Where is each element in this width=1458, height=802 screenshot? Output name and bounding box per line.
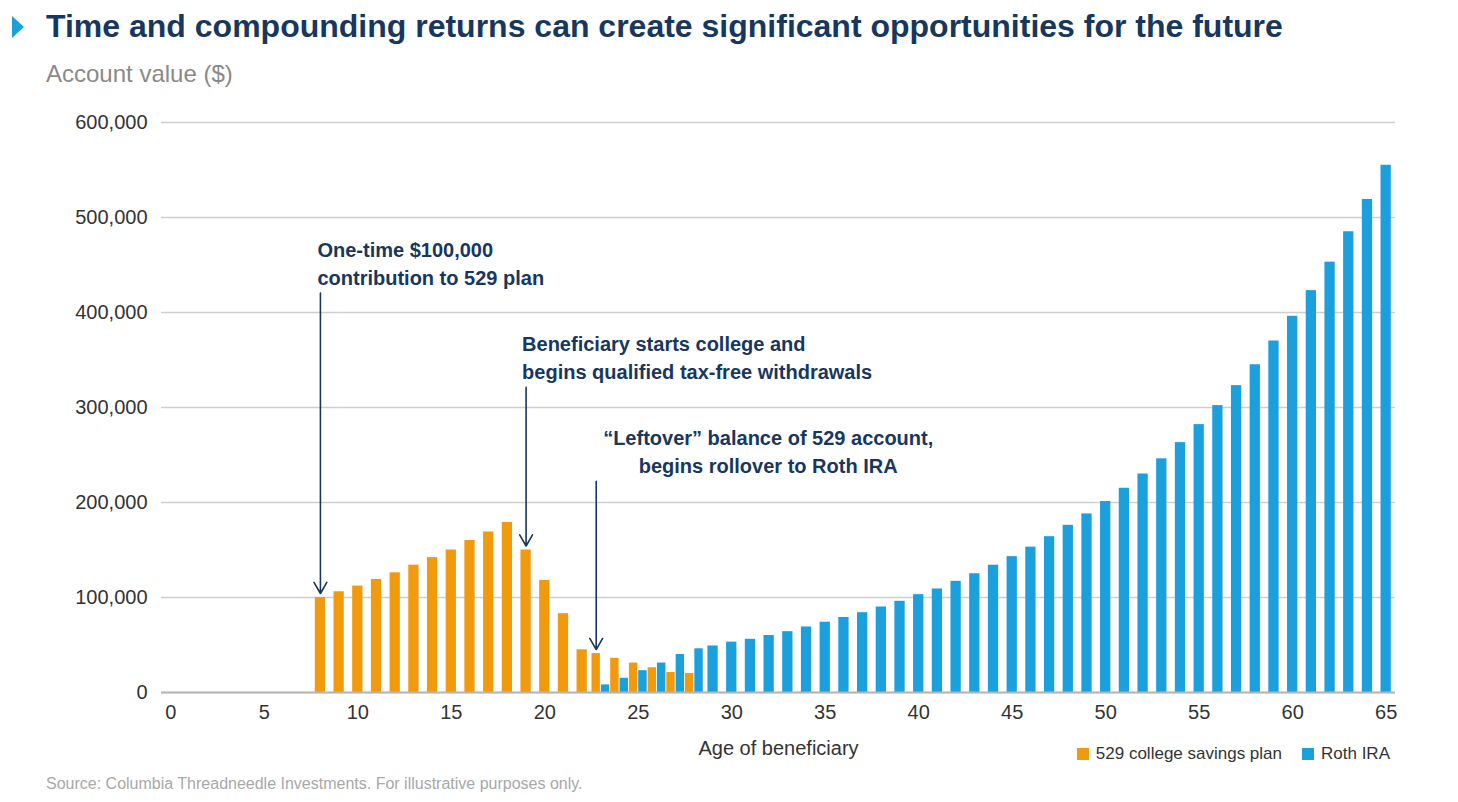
svg-text:One-time $100,000contribution: One-time $100,000contribution to 529 pla…	[317, 239, 544, 289]
svg-text:60: 60	[1282, 701, 1304, 723]
svg-text:40: 40	[908, 701, 930, 723]
svg-text:Beneficiary starts college and: Beneficiary starts college andbegins qua…	[522, 333, 872, 383]
html-text:Source: Columbia Threadneedle: Source: Columbia Threadneedle Investment…	[46, 775, 583, 792]
svg-text:400,000: 400,000	[75, 301, 147, 323]
svg-text:15: 15	[440, 701, 462, 723]
svg-text:Age of beneficiary: Age of beneficiary	[698, 737, 858, 759]
svg-text:50: 50	[1095, 701, 1117, 723]
svg-text:5: 5	[259, 701, 270, 723]
svg-text:“Leftover” balance of 529 acco: “Leftover” balance of 529 account,begins…	[603, 427, 933, 477]
svg-text:500,000: 500,000	[75, 206, 147, 228]
svg-text:20: 20	[534, 701, 556, 723]
svg-text:30: 30	[721, 701, 743, 723]
svg-text:25: 25	[627, 701, 649, 723]
html-text:Account value ($): Account value ($)	[46, 60, 233, 87]
svg-text:35: 35	[814, 701, 836, 723]
svg-text:300,000: 300,000	[75, 396, 147, 418]
svg-text:200,000: 200,000	[75, 491, 147, 513]
svg-text:600,000: 600,000	[75, 111, 147, 133]
svg-text:100,000: 100,000	[75, 586, 147, 608]
svg-text:0: 0	[165, 701, 176, 723]
html-text:Roth IRA: Roth IRA	[1321, 744, 1390, 763]
svg-text:45: 45	[1001, 701, 1023, 723]
svg-text:65: 65	[1375, 701, 1397, 723]
svg-text:0: 0	[136, 681, 147, 703]
svg-text:55: 55	[1188, 701, 1210, 723]
html-text:Time and compounding returns c: Time and compounding returns can create …	[46, 8, 1283, 44]
svg-text:10: 10	[347, 701, 369, 723]
html-text:529 college savings plan: 529 college savings plan	[1095, 744, 1282, 763]
